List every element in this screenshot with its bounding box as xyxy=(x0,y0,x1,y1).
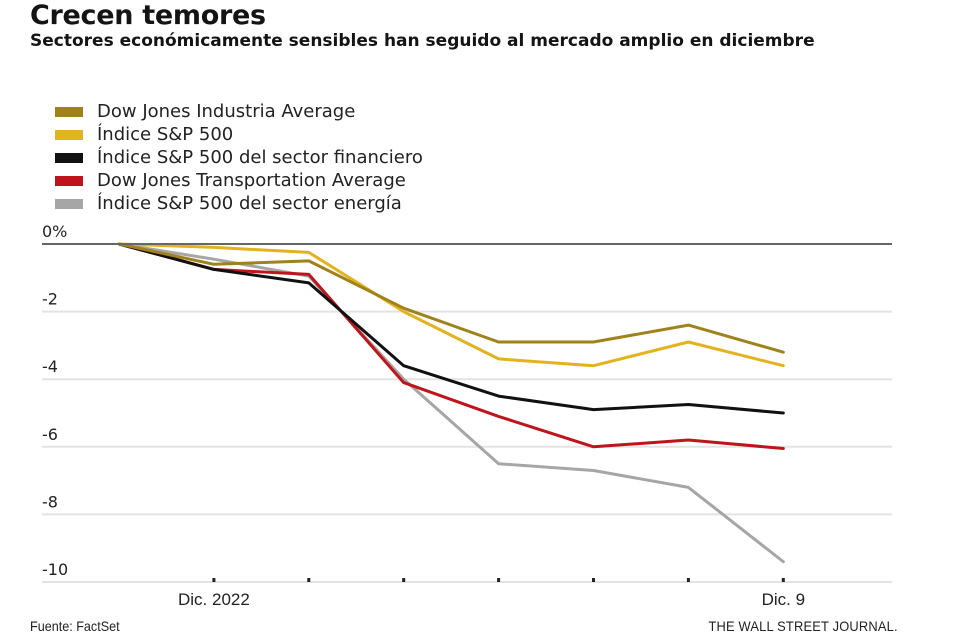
y-tick-label: -10 xyxy=(42,560,68,579)
x-tick-mark xyxy=(402,578,406,582)
legend-label: Índice S&P 500 del sector financiero xyxy=(97,147,423,168)
legend-swatch xyxy=(55,175,83,186)
series-line-4 xyxy=(117,242,785,564)
x-tick-mark xyxy=(686,578,690,582)
chart-subtitle: Sectores económicamente sensibles han se… xyxy=(30,31,815,51)
x-tick-mark xyxy=(307,578,311,582)
legend-swatch xyxy=(55,106,83,117)
y-tick-label: -2 xyxy=(42,290,58,309)
x-tick-label: Dic. 9 xyxy=(762,590,805,609)
legend-label: Dow Jones Transportation Average xyxy=(97,170,406,191)
legend-item-dow-transport: Dow Jones Transportation Average xyxy=(55,169,423,192)
series-line-1 xyxy=(117,242,785,368)
legend-item-sp500-financials: Índice S&P 500 del sector financiero xyxy=(55,146,423,169)
series-line-3 xyxy=(117,242,785,450)
legend-item-sp500-energy: Índice S&P 500 del sector energía xyxy=(55,192,423,215)
x-tick-mark xyxy=(592,578,595,582)
legend-swatch xyxy=(55,129,83,140)
x-tick-label: Dic. 2022 xyxy=(178,590,250,609)
x-tick-mark xyxy=(212,578,216,582)
legend-label: Dow Jones Industria Average xyxy=(97,101,356,122)
legend-item-dow-industrial: Dow Jones Industria Average xyxy=(55,100,423,123)
legend-swatch xyxy=(55,152,83,163)
legend: Dow Jones Industria Average Índice S&P 5… xyxy=(55,100,423,215)
publisher-logo-text: THE WALL STREET JOURNAL. xyxy=(708,618,898,634)
y-tick-label: -4 xyxy=(42,357,58,376)
series-line-0 xyxy=(117,242,785,354)
y-tick-label: 0% xyxy=(42,222,67,241)
x-tick-mark xyxy=(497,578,501,582)
source-note: Fuente: FactSet xyxy=(30,618,120,634)
legend-item-sp500: Índice S&P 500 xyxy=(55,123,423,146)
y-tick-label: -8 xyxy=(42,492,58,511)
legend-swatch xyxy=(55,198,83,209)
legend-label: Índice S&P 500 xyxy=(97,124,234,145)
chart-title: Crecen temores xyxy=(30,0,266,31)
x-tick-mark xyxy=(781,578,785,582)
series-line-2 xyxy=(117,242,785,415)
legend-label: Índice S&P 500 del sector energía xyxy=(97,193,402,214)
y-tick-label: -6 xyxy=(42,425,58,444)
